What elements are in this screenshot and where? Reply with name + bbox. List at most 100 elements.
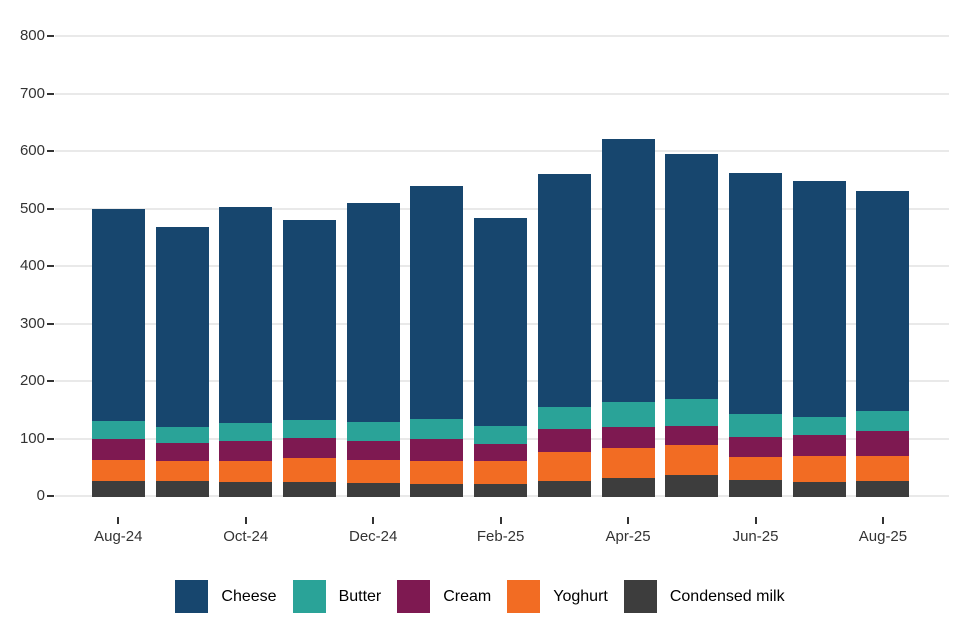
bar-segment-cream-sep-24 — [155, 441, 209, 461]
x-tick-label: Jun-25 — [732, 528, 779, 545]
legend: Cheese Butter Cream Yoghurt Condensed milk — [0, 580, 960, 613]
y-axis-tick — [47, 322, 54, 325]
y-axis-tick — [47, 150, 54, 152]
bar-segment-cream-dec-24 — [346, 439, 400, 461]
legend-label: Cream — [443, 588, 492, 605]
bar-segment-butter-nov-24 — [282, 418, 336, 439]
bar-segment-yoghurt-oct-24 — [219, 459, 273, 483]
bar-segment-cheese-may-25 — [665, 154, 719, 400]
bar-segment-condensed-milk-jan-25 — [410, 483, 464, 497]
gridline — [55, 207, 949, 210]
y-axis-tick — [47, 207, 54, 210]
y-axis-tick — [47, 265, 54, 267]
x-tick-label: Aug-25 — [858, 528, 908, 545]
bar-segment-butter-oct-24 — [219, 421, 273, 441]
y-axis-tick — [47, 380, 54, 382]
bar-segment-cheese-jun-25 — [729, 172, 782, 415]
bar-segment-condensed-milk-apr-25 — [601, 477, 655, 497]
gridline — [55, 35, 949, 37]
bar-segment-cheese-dec-24 — [346, 202, 400, 423]
legend-swatch-icon — [175, 580, 209, 613]
legend-swatch-icon — [397, 580, 431, 613]
bar-segment-butter-jul-25 — [792, 416, 846, 436]
bar-segment-yoghurt-feb-25 — [474, 460, 528, 484]
y-tick-label: 800 — [19, 27, 45, 44]
bar-segment-cheese-nov-24 — [282, 220, 336, 420]
bar-segment-condensed-milk-dec-24 — [346, 482, 400, 497]
bar-segment-cheese-sep-24 — [155, 226, 209, 427]
bar-segment-cheese-jul-25 — [792, 180, 846, 418]
bar-segment-cheese-aug-24 — [91, 208, 145, 422]
bar-segment-cream-may-25 — [665, 424, 719, 446]
y-axis-tick — [47, 437, 54, 440]
bar-segment-cheese-aug-25 — [856, 190, 910, 412]
bar-segment-butter-sep-24 — [155, 425, 209, 443]
bar-segment-butter-jan-25 — [410, 417, 464, 440]
bar-segment-yoghurt-jul-25 — [792, 455, 846, 483]
legend-item-condensed-milk: Condensed milk — [623, 580, 785, 613]
legend-item-cheese: Cheese — [175, 580, 277, 613]
bar-segment-yoghurt-aug-24 — [91, 458, 145, 482]
bar-segment-condensed-milk-sep-24 — [155, 480, 209, 497]
x-axis-tick — [244, 517, 247, 524]
bar-segment-yoghurt-aug-25 — [856, 454, 910, 481]
legend-label: Yoghurt — [553, 588, 608, 605]
y-axis-tick — [47, 495, 54, 497]
bar-segment-condensed-milk-aug-24 — [91, 480, 145, 497]
bar-segment-condensed-milk-jul-25 — [792, 481, 846, 497]
bar-segment-yoghurt-jun-25 — [729, 455, 782, 481]
bar-segment-yoghurt-nov-24 — [282, 456, 336, 483]
bar-segment-condensed-milk-feb-25 — [474, 482, 528, 497]
gridline — [55, 150, 949, 152]
legend-item-cream: Cream — [397, 580, 491, 613]
bar-segment-cream-nov-24 — [282, 437, 336, 458]
x-axis-tick — [754, 517, 757, 524]
bar-segment-yoghurt-may-25 — [665, 444, 719, 476]
bar-segment-cream-jan-25 — [410, 438, 464, 461]
legend-swatch-icon — [623, 580, 657, 613]
x-axis-tick — [372, 517, 375, 524]
y-axis-tick — [47, 92, 54, 95]
x-tick-label: Apr-25 — [605, 528, 651, 545]
gridline — [55, 92, 949, 95]
bar-segment-condensed-milk-mar-25 — [537, 480, 591, 497]
y-tick-label: 300 — [19, 314, 45, 332]
legend-label: Butter — [338, 588, 382, 605]
bar-segment-butter-aug-24 — [91, 420, 145, 439]
legend-item-butter: Butter — [292, 580, 382, 613]
x-tick-label: Feb-25 — [476, 528, 525, 545]
y-tick-label: 600 — [19, 142, 45, 159]
bar-segment-butter-feb-25 — [474, 424, 528, 444]
bar-segment-cream-aug-25 — [856, 429, 910, 456]
x-axis-tick — [881, 517, 884, 524]
bar-segment-condensed-milk-jun-25 — [729, 479, 782, 497]
x-axis-tick — [117, 517, 120, 524]
bar-segment-butter-jun-25 — [729, 413, 782, 437]
y-tick-label: 500 — [19, 199, 45, 217]
bar-segment-cheese-mar-25 — [537, 174, 591, 408]
bar-segment-yoghurt-mar-25 — [537, 451, 591, 482]
x-axis-tick — [627, 517, 630, 524]
legend-label: Cheese — [221, 588, 277, 605]
bar-segment-cream-aug-24 — [91, 437, 145, 460]
bar-segment-cream-feb-25 — [474, 442, 528, 462]
bar-segment-yoghurt-jan-25 — [410, 459, 464, 485]
bar-segment-yoghurt-sep-24 — [155, 459, 209, 482]
legend-swatch-icon — [507, 580, 541, 613]
bar-segment-butter-dec-24 — [346, 421, 400, 441]
y-tick-label: 200 — [19, 372, 45, 389]
bar-segment-butter-mar-25 — [537, 406, 591, 430]
bar-segment-cream-apr-25 — [601, 426, 655, 449]
bar-segment-yoghurt-apr-25 — [601, 447, 655, 479]
bar-segment-cheese-apr-25 — [601, 138, 655, 402]
bar-segment-condensed-milk-may-25 — [665, 474, 719, 497]
bar-segment-condensed-milk-aug-25 — [856, 479, 910, 497]
y-tick-label: 0 — [36, 487, 45, 504]
y-tick-label: 700 — [19, 84, 45, 102]
y-tick-label: 400 — [19, 257, 45, 274]
bar-segment-cream-mar-25 — [537, 428, 591, 453]
y-tick-label: 100 — [19, 429, 45, 447]
legend-swatch-icon — [292, 580, 326, 613]
x-tick-label: Dec-24 — [348, 528, 398, 545]
